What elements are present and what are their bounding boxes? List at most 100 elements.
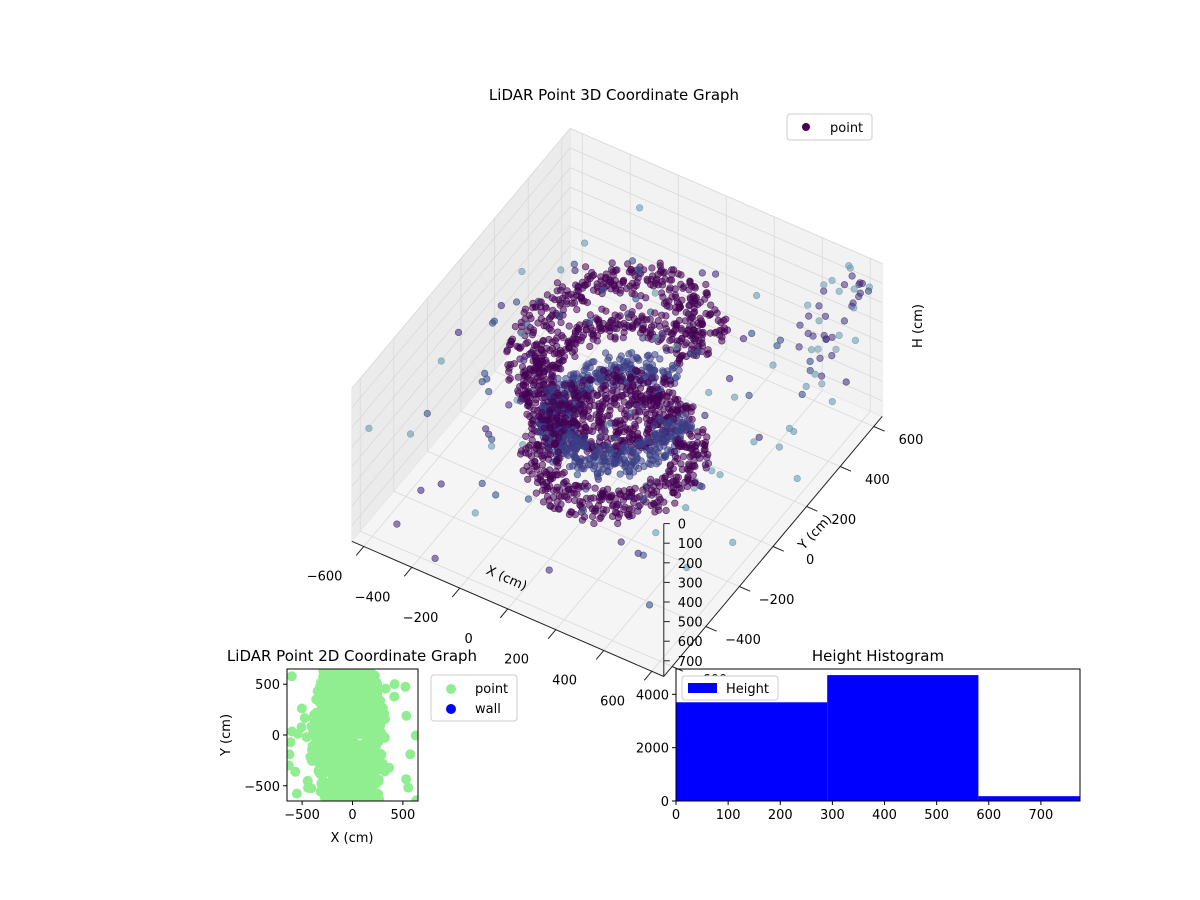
2d-point — [287, 737, 296, 748]
3d-point — [505, 401, 513, 409]
3d-point — [677, 460, 685, 468]
3d-point — [559, 294, 567, 302]
2d-point — [401, 774, 412, 785]
3d-point — [650, 421, 659, 430]
3d-x-tick-mark — [595, 650, 605, 660]
3d-point — [555, 311, 564, 319]
3d-point — [702, 289, 710, 297]
3d-y-tick-label: 400 — [865, 473, 890, 488]
3d-z-tick-label: 400 — [678, 596, 703, 611]
3d-point — [627, 409, 635, 417]
2d-point — [353, 761, 364, 772]
3d-point — [655, 493, 663, 501]
3d-point — [564, 482, 572, 490]
2d-point — [336, 733, 347, 744]
3d-point — [820, 281, 828, 289]
3d-point — [806, 357, 814, 366]
histogram-bar-0 — [676, 702, 828, 801]
3d-legend-marker-point — [802, 123, 810, 131]
2d-point — [366, 707, 377, 718]
3d-x-tick-mark — [499, 608, 509, 619]
3d-point — [701, 295, 709, 303]
3d-point — [694, 348, 702, 356]
3d-point — [832, 345, 840, 353]
3d-point — [592, 314, 600, 322]
3d-point — [607, 316, 616, 325]
3d-point — [817, 372, 826, 380]
3d-point — [687, 349, 696, 358]
3d-point — [680, 283, 688, 291]
3d-point — [805, 312, 813, 320]
3d-point — [790, 427, 798, 436]
3d-point — [546, 466, 554, 474]
3d-point — [587, 494, 595, 502]
2d-ticks: −500 0 500 −500 0 500 — [244, 678, 415, 823]
3d-point — [565, 322, 573, 330]
3d-point — [471, 509, 479, 517]
3d-point — [657, 289, 666, 297]
3d-point — [656, 355, 664, 363]
histogram-x-tick-label: 600 — [976, 808, 1001, 823]
3d-point — [576, 501, 584, 509]
3d-point — [588, 326, 597, 335]
3d-x-tick-mark — [355, 546, 365, 556]
3d-point — [701, 461, 710, 469]
2d-point — [389, 679, 400, 690]
3d-point — [514, 373, 522, 381]
3d-point — [677, 440, 685, 448]
3d-point — [643, 391, 651, 399]
3d-point — [820, 287, 828, 295]
3d-point — [546, 502, 554, 510]
3d-point — [748, 329, 756, 338]
3d-y-axis-label: Y (cm) — [795, 512, 835, 554]
3d-point — [708, 467, 716, 475]
histogram-x-tick-label: 700 — [1028, 808, 1053, 823]
3d-point — [696, 314, 704, 322]
3d-point — [516, 397, 525, 405]
3d-point — [658, 311, 666, 319]
2d-point — [357, 786, 368, 797]
3d-y-tick-label: 0 — [806, 553, 814, 568]
3d-point — [631, 366, 640, 374]
2d-point — [339, 690, 350, 701]
3d-point — [618, 373, 626, 381]
3d-point — [625, 436, 633, 444]
3d-point — [557, 266, 565, 274]
3d-point — [512, 298, 521, 306]
3d-point — [612, 495, 620, 503]
3d-point — [518, 267, 526, 276]
histogram-x-tick-label: 400 — [872, 808, 897, 823]
3d-point — [683, 563, 691, 572]
3d-point — [636, 377, 644, 385]
3d-point — [603, 485, 612, 493]
3d-point — [590, 442, 599, 451]
2d-point — [362, 742, 373, 753]
2d-point — [334, 788, 345, 799]
3d-x-tick-mark — [643, 670, 653, 681]
3d-z-tick-label: 0 — [678, 518, 686, 533]
3d-point — [645, 601, 654, 609]
3d-point — [674, 402, 682, 410]
3d-point — [698, 269, 706, 277]
3d-point — [624, 511, 633, 519]
3d-point — [592, 505, 600, 513]
3d-point — [595, 374, 603, 382]
3d-y-tick-label: −200 — [759, 593, 795, 608]
3d-point — [864, 287, 873, 295]
3d-point — [627, 265, 635, 274]
2d-legend: point wall — [430, 674, 518, 722]
2d-title: LiDAR Point 2D Coordinate Graph — [227, 647, 477, 665]
3d-point — [648, 486, 656, 494]
3d-point — [563, 287, 571, 295]
3d-point — [524, 475, 532, 483]
3d-point — [631, 484, 639, 492]
3d-point — [599, 286, 607, 294]
2d-legend-label-wall: wall — [475, 702, 501, 717]
3d-point — [698, 342, 707, 350]
3d-point — [599, 506, 607, 514]
3d-point — [654, 271, 662, 279]
3d-point — [828, 276, 836, 285]
2d-point — [316, 679, 327, 690]
3d-grid-line — [570, 206, 883, 343]
3d-point — [818, 380, 826, 388]
